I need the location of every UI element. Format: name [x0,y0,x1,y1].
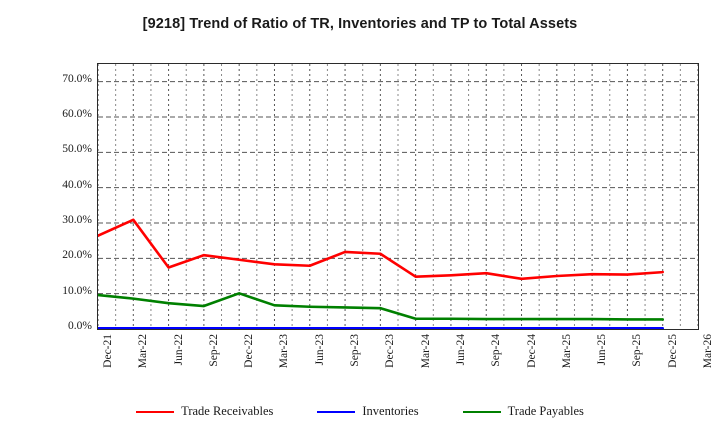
x-tick-label: Mar-25 [560,334,573,369]
x-tick-label: Mar-26 [702,334,714,369]
y-tick-label: 0.0% [68,320,92,332]
legend-label: Trade Receivables [181,404,274,418]
y-tick-label: 70.0% [62,72,92,85]
chart-title: [9218] Trend of Ratio of TR, Inventories… [142,16,578,32]
x-tick-label: Dec-25 [666,334,679,368]
plot-svg [98,64,698,329]
x-tick-label: Dec-22 [243,334,256,368]
y-tick-label: 40.0% [62,178,92,191]
legend-color-swatch [136,410,175,413]
x-tick-label: Jun-23 [313,334,326,366]
x-tick-label: Sep-22 [207,334,220,367]
x-tick-label: Dec-24 [525,334,538,368]
x-tick-label: Sep-24 [490,334,503,367]
y-tick-label: 60.0% [62,108,92,120]
x-tick-label: Jun-24 [454,334,467,366]
series-lines [98,218,665,329]
plot-area [97,63,699,330]
x-tick-label: Sep-25 [631,334,644,367]
y-tick-label: 50.0% [62,143,92,156]
x-tick-label: Mar-22 [137,334,150,369]
x-tick-label: Mar-24 [419,334,432,369]
y-tick-label: 20.0% [62,249,92,262]
legend-item[interactable]: Trade Payables [462,404,584,419]
chart-legend: Trade Receivables Inventories Trade Payabl… [0,404,720,419]
x-tick-label: Dec-23 [384,334,397,368]
gridlines [98,64,698,329]
y-axis-tick-labels: 0.0% 10.0% 20.0% 30.0% 40.0% 50.0% 60.0% 70.0% [28,0,92,440]
x-tick-label: Mar-23 [278,334,291,369]
x-tick-label: Dec-21 [102,334,114,368]
legend-color-swatch [317,410,356,413]
series-line [98,218,665,281]
legend-item[interactable]: Inventories [317,404,419,419]
legend-item[interactable]: Trade Receivables [136,404,273,419]
series-line [98,292,665,321]
y-tick-label: 30.0% [62,214,92,226]
x-tick-label: Jun-22 [172,334,185,366]
legend-label: Trade Payables [507,404,584,418]
x-tick-label: Jun-25 [596,334,609,366]
legend-label: Inventories [362,404,419,418]
legend-color-swatch [462,410,501,413]
y-tick-label: 10.0% [62,284,92,297]
x-tick-label: Sep-23 [349,334,362,367]
